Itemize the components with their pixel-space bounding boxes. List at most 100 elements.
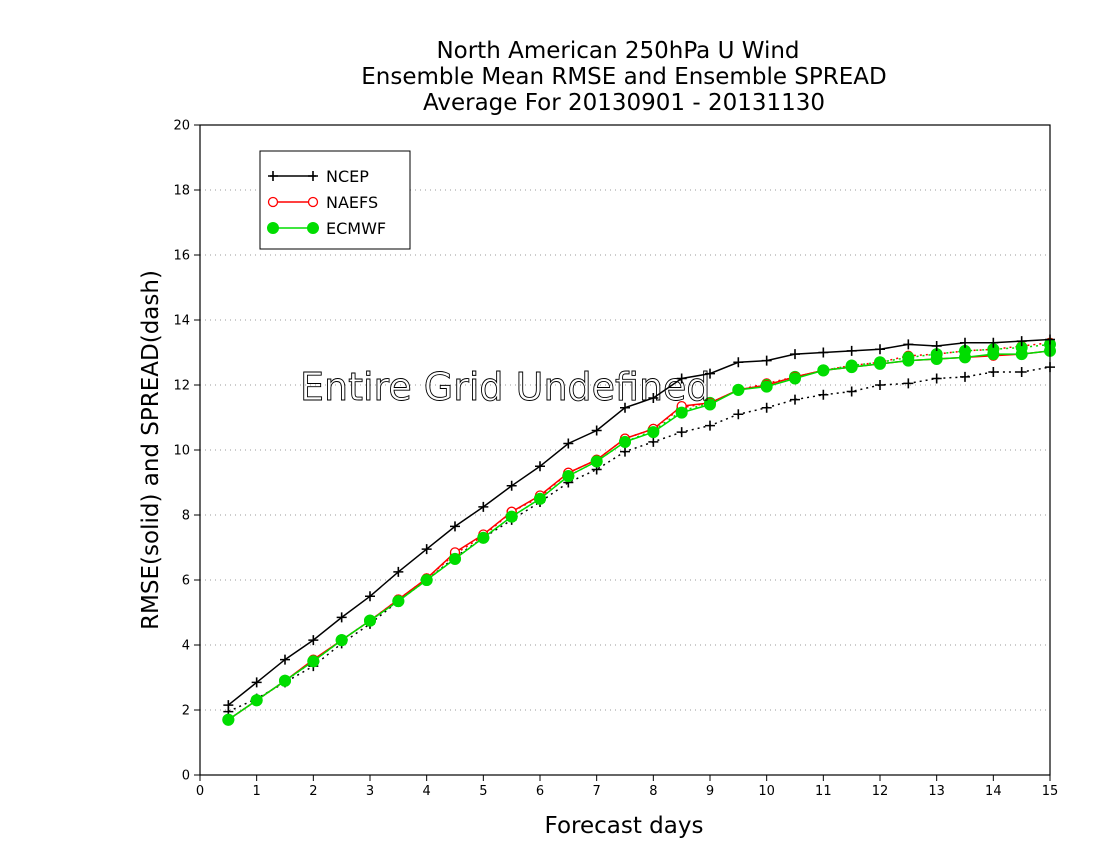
data-point-ncep-spread (790, 394, 800, 405)
legend-marker-naefs (267, 196, 279, 208)
data-point-ncep-rmse (648, 393, 659, 403)
x-tick-label: 0 (196, 784, 204, 799)
data-point-ecmwf-rmse (817, 364, 830, 377)
legend-marker-ecmwf (267, 222, 279, 234)
data-point-ncep-rmse (960, 337, 970, 348)
x-tick-label: 2 (309, 784, 317, 799)
x-tick-label: 7 (593, 784, 601, 799)
data-point-ecmwf-rmse (675, 406, 688, 419)
data-point-ncep-rmse (393, 566, 404, 577)
undefined-grid-annotation: Entire Grid Undefined (300, 365, 711, 409)
series-ncep-spread (223, 362, 1055, 717)
data-point-ecmwf-rmse (562, 470, 575, 482)
title-line-1: North American 250hPa U Wind (436, 38, 799, 64)
data-point-ncep-spread (676, 427, 687, 438)
data-point-ecmwf-rmse (845, 361, 858, 374)
data-point-ecmwf-rmse (307, 655, 320, 668)
data-point-ncep-spread (733, 409, 744, 420)
data-point-ncep-rmse (846, 345, 857, 356)
data-point-ncep-spread (1016, 367, 1027, 377)
data-point-ncep-rmse (705, 368, 715, 379)
data-point-ncep-spread (705, 420, 715, 431)
data-point-ncep-rmse (931, 341, 942, 351)
data-point-ncep-rmse (761, 355, 772, 366)
x-tick-label: 6 (536, 784, 544, 799)
data-point-ncep-rmse (875, 344, 885, 355)
data-point-ecmwf-rmse (987, 348, 1000, 361)
y-tick-label: 18 (173, 184, 190, 199)
x-tick-label: 12 (872, 784, 889, 799)
x-tick-label: 10 (758, 784, 775, 799)
data-point-ecmwf-rmse (449, 552, 461, 565)
data-point-ecmwf-rmse (619, 435, 631, 448)
legend-marker-ecmwf (307, 222, 319, 234)
series-ncep-rmse (223, 334, 1055, 711)
data-point-ncep-rmse (251, 677, 262, 688)
data-point-ecmwf-rmse (732, 383, 745, 396)
legend-label-naefs: NAEFS (326, 193, 378, 212)
legend-label-ecmwf: ECMWF (326, 219, 386, 238)
x-axis-label: Forecast days (545, 813, 704, 839)
y-tick-label: 2 (182, 704, 190, 719)
y-tick-label: 14 (173, 314, 190, 329)
data-point-ncep-rmse (790, 349, 800, 360)
data-point-ncep-spread (818, 389, 829, 400)
data-point-ecmwf-rmse (590, 455, 603, 468)
data-point-ecmwf-rmse (279, 674, 291, 687)
data-point-ncep-rmse (620, 402, 630, 413)
legend-box (259, 150, 411, 250)
x-tick-label: 9 (706, 784, 714, 799)
title-line-2: Ensemble Mean RMSE and Ensemble SPREAD (361, 64, 886, 90)
x-tick-label: 13 (928, 784, 945, 799)
series-line-ncep-spread (227, 366, 1051, 713)
legend-marker-ncep (308, 171, 318, 181)
x-tick-label: 1 (253, 784, 261, 799)
data-point-ncep-spread (931, 373, 942, 384)
legend-marker-naefs (307, 196, 319, 208)
data-point-ncep-spread (648, 436, 659, 447)
data-point-ecmwf-rmse (222, 713, 235, 726)
data-point-ncep-rmse (676, 373, 687, 384)
data-point-ecmwf-rmse (874, 357, 886, 370)
data-point-ncep-rmse (223, 700, 234, 711)
series-ecmwf-rmse (222, 344, 1056, 726)
data-point-ecmwf-rmse (392, 595, 405, 608)
data-point-ecmwf-rmse (335, 634, 348, 647)
data-point-ecmwf-rmse (760, 380, 773, 393)
series-layer (222, 334, 1056, 726)
data-point-ncep-rmse (478, 501, 489, 512)
y-tick-label: 16 (173, 249, 190, 264)
x-tick-label: 8 (649, 784, 657, 799)
data-point-ecmwf-rmse (930, 353, 943, 365)
x-tick-label: 11 (815, 784, 832, 799)
data-point-ncep-rmse (563, 438, 574, 449)
data-point-ecmwf-rmse (704, 398, 716, 411)
data-point-ncep-spread (960, 371, 970, 382)
data-point-ncep-rmse (818, 347, 829, 358)
y-tick-label: 6 (182, 574, 190, 589)
data-point-ecmwf-rmse (959, 351, 971, 364)
data-point-ncep-rmse (733, 357, 744, 368)
legend-marker-ncep (268, 171, 278, 181)
data-point-ncep-rmse (591, 425, 602, 436)
data-point-ncep-rmse (336, 612, 347, 623)
data-point-ecmwf-rmse (250, 694, 263, 707)
data-point-ncep-rmse (421, 544, 432, 555)
data-point-ncep-rmse (450, 521, 460, 532)
data-point-ecmwf-rmse (902, 354, 915, 367)
data-point-ecmwf-rmse (789, 372, 801, 385)
x-tick-label: 15 (1042, 784, 1059, 799)
data-point-ecmwf-rmse (1015, 348, 1028, 361)
data-point-ecmwf-rmse (505, 510, 518, 523)
x-tick-label: 14 (985, 784, 1002, 799)
data-point-ecmwf-rmse (534, 492, 546, 505)
data-point-ncep-spread (903, 378, 914, 389)
data-point-ncep-rmse (365, 591, 375, 602)
y-axis-label: RMSE(solid) and SPREAD(dash) (138, 270, 164, 630)
data-point-ncep-rmse (506, 480, 517, 491)
data-point-ecmwf-rmse (477, 531, 490, 544)
y-tick-label: 0 (182, 769, 190, 784)
data-point-ncep-rmse (535, 461, 545, 472)
data-point-ncep-rmse (280, 654, 290, 665)
